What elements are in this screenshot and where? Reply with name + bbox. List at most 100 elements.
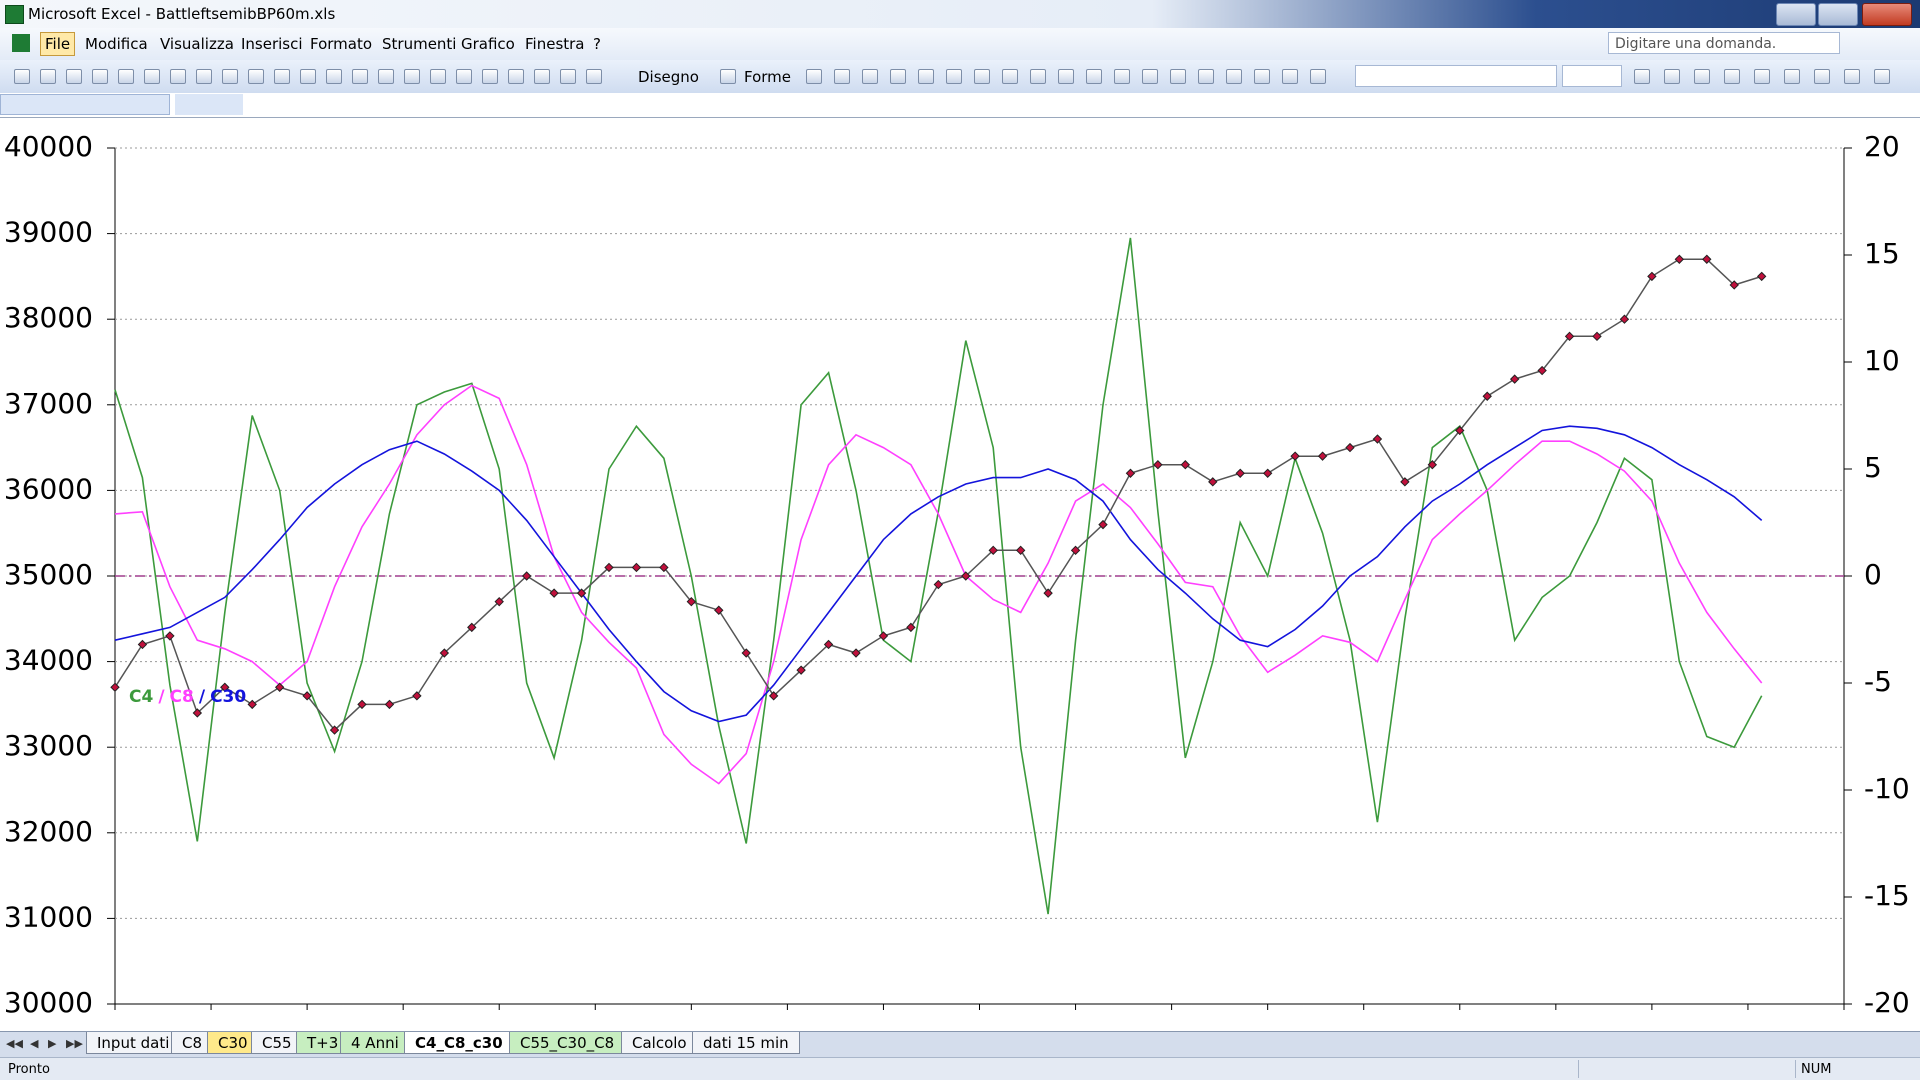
toolbar-icon[interactable]: [1310, 69, 1326, 84]
toolbar-icon[interactable]: [1142, 69, 1158, 84]
y-tick-label: 30000: [4, 986, 93, 1019]
toolbar-icon[interactable]: [14, 69, 30, 84]
toolbar-icon[interactable]: [1002, 69, 1018, 84]
tab-nav[interactable]: ◀◀: [6, 1037, 23, 1050]
toolbar-icon[interactable]: [248, 69, 264, 84]
toolbar-icon[interactable]: [326, 69, 342, 84]
ask-box[interactable]: Digitare una domanda.: [1608, 32, 1840, 54]
toolbar-icon[interactable]: [1664, 69, 1680, 84]
legend-separator: /: [199, 687, 206, 707]
name-box[interactable]: [0, 94, 170, 115]
menu-item[interactable]: Formato: [310, 35, 373, 53]
price-marker: [165, 631, 175, 641]
toolbar-icon[interactable]: [1634, 69, 1650, 84]
toolbar-icon[interactable]: [482, 69, 498, 84]
toolbar-icon[interactable]: [1086, 69, 1102, 84]
menu-item[interactable]: ?: [593, 35, 601, 53]
sheet-tab[interactable]: C8: [171, 1032, 214, 1054]
toolbar-icon[interactable]: [1282, 69, 1298, 84]
toolbar-icon[interactable]: [1198, 69, 1214, 84]
price-marker: [768, 691, 779, 701]
toolbar-icon[interactable]: [890, 69, 906, 84]
sheet-tab[interactable]: 4 Anni: [340, 1032, 410, 1054]
toolbar-icon[interactable]: [1226, 69, 1242, 84]
size-combo[interactable]: [1562, 65, 1622, 87]
toolbar-icon[interactable]: [974, 69, 990, 84]
toolbar-icon[interactable]: [918, 69, 934, 84]
toolbar-icon[interactable]: [1814, 69, 1830, 84]
toolbar-icon[interactable]: [352, 69, 368, 84]
toolbar-icon[interactable]: [1844, 69, 1860, 84]
price-marker: [467, 622, 477, 633]
tab-nav[interactable]: ◀: [30, 1037, 39, 1050]
maximize-button[interactable]: [1818, 3, 1858, 26]
sheet-tab[interactable]: T+3: [296, 1032, 350, 1054]
price-marker: [137, 639, 148, 650]
tab-nav[interactable]: ▶▶: [66, 1037, 83, 1050]
toolbar-icon[interactable]: [1724, 69, 1740, 84]
tab-nav[interactable]: ▶: [48, 1037, 57, 1050]
toolbar: Disegno Forme: [0, 60, 1920, 94]
toolbar-icon[interactable]: [1754, 69, 1770, 84]
toolbar-icon[interactable]: [66, 69, 82, 84]
y2-tick-label: 20: [1864, 130, 1900, 163]
menu-item[interactable]: Modifica: [85, 35, 148, 53]
shapes-menu[interactable]: Forme: [744, 68, 792, 86]
menu-item[interactable]: Inserisci: [241, 35, 303, 53]
menu-item[interactable]: Finestra: [525, 35, 585, 53]
menu-item[interactable]: Grafico: [461, 35, 515, 53]
sheet-tab[interactable]: C4_C8_c30: [404, 1032, 514, 1054]
toolbar-icon[interactable]: [404, 69, 420, 84]
toolbar-icon[interactable]: [560, 69, 576, 84]
toolbar-icon[interactable]: [508, 69, 524, 84]
status-bar: Pronto NUM: [0, 1057, 1920, 1080]
toolbar-icon[interactable]: [534, 69, 550, 84]
sheet-tab[interactable]: dati 15 min: [692, 1032, 800, 1054]
drawing-menu[interactable]: Disegno: [638, 68, 699, 86]
minimize-button[interactable]: [1776, 3, 1816, 26]
fx-button[interactable]: [175, 94, 243, 115]
toolbar-icon[interactable]: [40, 69, 56, 84]
toolbar-icon[interactable]: [1874, 69, 1890, 84]
toolbar-icon[interactable]: [862, 69, 878, 84]
toolbar-icon[interactable]: [170, 69, 186, 84]
sheet-tab[interactable]: C55_C30_C8: [509, 1032, 626, 1054]
toolbar-icon[interactable]: [430, 69, 446, 84]
sheet-tabs: ◀◀ ◀ ▶ ▶▶ Input dati C8 C30 C55 T+3 4 An…: [0, 1031, 1920, 1058]
toolbar-icon[interactable]: [118, 69, 134, 84]
close-button[interactable]: [1862, 3, 1912, 26]
y2-tick-label: -5: [1864, 665, 1892, 698]
toolbar-icon[interactable]: [300, 69, 316, 84]
menu-item[interactable]: Visualizza: [160, 35, 234, 53]
toolbar-icon[interactable]: [144, 69, 160, 84]
sheet-tab[interactable]: C30: [207, 1032, 259, 1054]
toolbar-icon[interactable]: [92, 69, 108, 84]
price-marker: [1619, 314, 1630, 324]
toolbar-icon[interactable]: [586, 69, 602, 84]
toolbar-icon[interactable]: [946, 69, 962, 84]
toolbar-icon[interactable]: [1030, 69, 1046, 84]
toolbar-icon[interactable]: [1170, 69, 1186, 84]
sheet-tab[interactable]: Input dati: [86, 1032, 181, 1054]
toolbar-icon[interactable]: [1254, 69, 1270, 84]
toolbar-icon[interactable]: [1058, 69, 1074, 84]
sheet-tab[interactable]: C55: [251, 1032, 303, 1054]
toolbar-icon[interactable]: [834, 69, 850, 84]
sheet-tab[interactable]: Calcolo: [621, 1032, 698, 1054]
toolbar-icon[interactable]: [1694, 69, 1710, 84]
toolbar-icon[interactable]: [274, 69, 290, 84]
toolbar-icon[interactable]: [378, 69, 394, 84]
price-marker: [1592, 331, 1602, 342]
menu-item[interactable]: Strumenti: [382, 35, 457, 53]
menu-item[interactable]: File: [40, 32, 76, 56]
price-marker: [631, 562, 642, 573]
toolbar-icon[interactable]: [1784, 69, 1800, 84]
price-marker: [412, 691, 422, 701]
toolbar-icon[interactable]: [456, 69, 472, 84]
toolbar-icon[interactable]: [196, 69, 212, 84]
toolbar-icon[interactable]: [222, 69, 238, 84]
font-combo[interactable]: [1355, 65, 1557, 87]
toolbar-icon[interactable]: [1114, 69, 1130, 84]
toolbar-icon[interactable]: [720, 69, 736, 84]
toolbar-icon[interactable]: [806, 69, 822, 84]
